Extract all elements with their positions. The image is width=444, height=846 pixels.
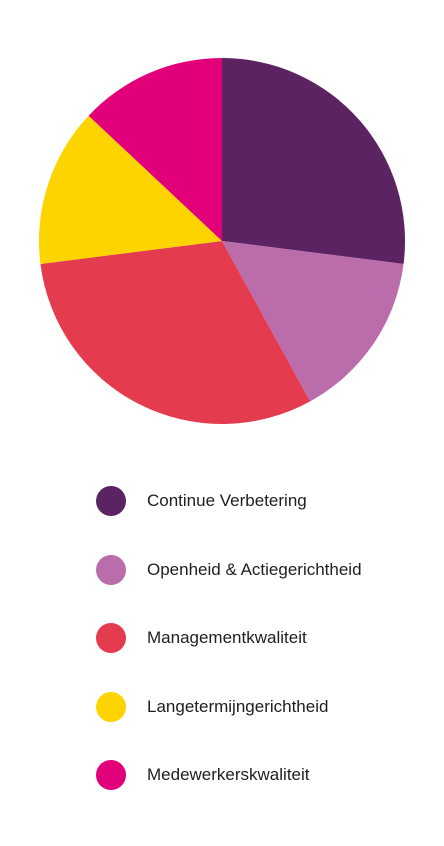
legend-swatch [96, 623, 126, 653]
legend-label: Langetermijngerichtheid [147, 696, 329, 716]
pie-chart [38, 57, 406, 424]
legend-swatch [96, 554, 126, 585]
legend-label: Continue Verbetering [147, 491, 307, 510]
pie-slice-4 [88, 58, 222, 241]
legend-swatch [96, 760, 126, 790]
legend-label: Managementkwaliteit [147, 628, 307, 647]
legend-item: Langetermijngerichtheid [96, 690, 362, 724]
pie-slice-2 [40, 241, 311, 424]
legend-swatch [96, 486, 126, 516]
legend-item: Medewerkerskwaliteit [96, 758, 362, 792]
pie-slice-0 [222, 57, 406, 264]
legend: Continue Verbetering Openheid & Actiegeri… [96, 484, 362, 827]
legend-item: Managementkwaliteit [96, 621, 362, 655]
legend-item: Openheid & Actiegerichtheid [96, 553, 362, 587]
legend-item: Continue Verbetering [96, 484, 362, 518]
pie-slice-1 [222, 241, 404, 402]
legend-label: Openheid & Actiegerichtheid [147, 559, 362, 579]
pie-slice-3 [38, 115, 222, 264]
legend-label: Medewerkerskwaliteit [147, 765, 310, 784]
legend-swatch [96, 691, 126, 722]
